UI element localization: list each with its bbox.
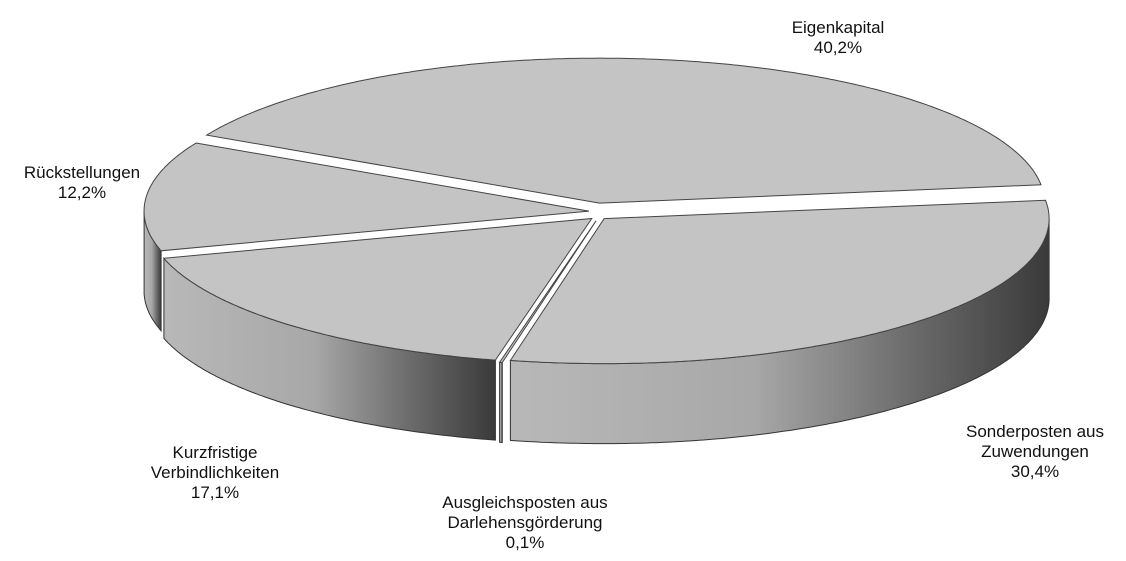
category-name: Ausgleichsposten aus Darlehensgörderung [442,493,608,532]
value-label: 30,4% [1010,462,1060,481]
slice-label: Eigenkapital 40,2% [728,18,948,58]
slice [498,220,597,364]
value-label: 17,1% [190,483,240,502]
value-label: 0,1% [505,533,545,552]
slice [509,199,1050,365]
slice-label: Sonderposten aus Zuwendungen 30,4% [945,422,1125,482]
slice-label: Ausgleichsposten aus Darlehensgörderung 0… [410,493,640,553]
category-name: Kurzfristige Verbindlichkeiten [150,443,280,482]
slice-label: Rückstellungen 12,2% [0,163,182,203]
category-name: Sonderposten aus Zuwendungen [966,422,1104,461]
slice [143,142,590,252]
slice [205,57,1042,204]
value-label: 40,2% [813,38,863,57]
value-label: 12,2% [57,183,107,202]
category-name: Rückstellungen [23,163,141,182]
slice-side [499,361,503,444]
category-name: Eigenkapital [791,18,885,37]
slice-label: Kurzfristige Verbindlichkeiten 17,1% [128,443,303,503]
slice [162,217,593,361]
